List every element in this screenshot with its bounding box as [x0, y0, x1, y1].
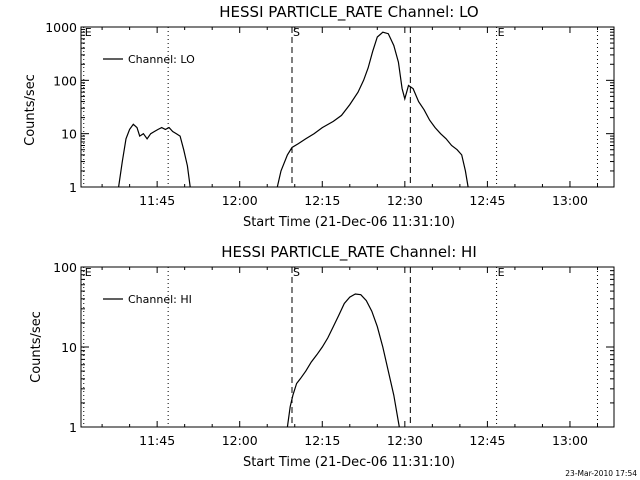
panel-lo: HESSI PARTICLE_RATE Channel: LO 11:45 12:…: [23, 3, 615, 230]
plot-frame: [80, 266, 615, 428]
y-tick-label: 100: [53, 260, 77, 275]
x-tick-label: 11:45: [139, 433, 175, 448]
x-tick-label: 13:00: [552, 433, 588, 448]
y-tick-label: 1000: [45, 20, 77, 35]
y-tick-label: 10: [61, 127, 77, 142]
x-tick-label: 13:00: [552, 193, 588, 208]
x-tick-label: 12:15: [304, 193, 340, 208]
x-tick-label: 12:30: [387, 193, 423, 208]
panel-hi: HESSI PARTICLE_RATE Channel: HI 11:45 12:…: [29, 243, 615, 470]
time-marker-label: S: [293, 26, 300, 39]
time-marker-label: E: [85, 266, 92, 279]
chart-title-lo: HESSI PARTICLE_RATE Channel: LO: [219, 3, 478, 22]
x-tick-label: 12:30: [387, 433, 423, 448]
plot-frame: [80, 26, 615, 188]
x-tick-label: 12:45: [469, 193, 505, 208]
x-axis-label-lo: Start Time (21-Dec-06 11:31:10): [243, 215, 455, 230]
series-line: [276, 31, 469, 188]
plot-lo: 11:45 12:00 12:15 12:30 12:45 13:00 1 10 100 1000…: [45, 20, 615, 208]
time-marker-label: E: [85, 26, 92, 39]
x-tick-label: 12:00: [222, 433, 258, 448]
plot-hi: 11:45 12:00 12:15 12:30 12:45 13:00 1 10 100 E S E C…: [53, 260, 615, 448]
x-tick-label: 12:15: [304, 433, 340, 448]
footer-timestamp: 23-Mar-2010 17:54: [565, 469, 637, 478]
y-tick-label: 1: [69, 420, 77, 435]
time-marker-label: S: [293, 266, 300, 279]
x-tick-label: 12:45: [469, 433, 505, 448]
series-line: [118, 123, 191, 188]
y-tick-label: 100: [53, 73, 77, 88]
time-marker-label: E: [498, 26, 505, 39]
y-tick-label: 1: [69, 180, 77, 195]
chart-title-hi: HESSI PARTICLE_RATE Channel: HI: [221, 243, 477, 262]
y-axis-label-hi: Counts/sec: [29, 311, 44, 383]
time-marker-label: E: [498, 266, 505, 279]
legend-entry: Channel: HI: [128, 293, 192, 306]
series-line: [286, 293, 400, 428]
legend-entry: Channel: LO: [128, 53, 195, 66]
y-tick-label: 10: [61, 340, 77, 355]
x-axis-label-hi: Start Time (21-Dec-06 11:31:10): [243, 455, 455, 470]
y-axis-label-lo: Counts/sec: [23, 74, 38, 146]
x-tick-label: 12:00: [222, 193, 258, 208]
x-tick-label: 11:45: [139, 193, 175, 208]
